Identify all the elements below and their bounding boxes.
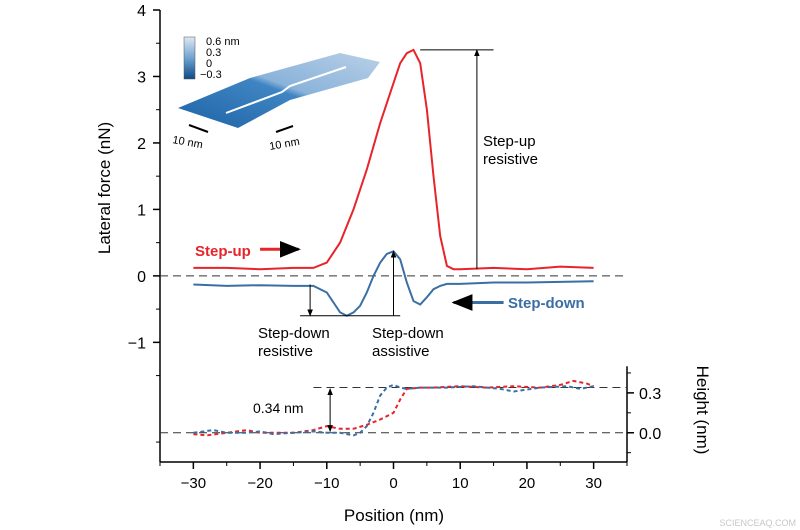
colorbar-tick: 0.6 nm [206,36,240,48]
y-tick-label: 3 [137,69,146,86]
x-axis-label: Position (nm) [344,506,444,525]
y-tick-label: −1 [128,335,146,352]
annotation-text: Step-up [483,133,536,150]
scale-bar [188,124,209,133]
y-tick-label: 0 [137,269,146,286]
annotation-text: Step-down [258,325,330,342]
y-tick-label: 1 [137,202,146,219]
series-line-step-up [193,48,594,271]
y-right-tick-label: 0.3 [639,386,661,403]
scale-label: 10 nm [268,136,300,153]
x-tick-label: 30 [585,475,602,492]
x-tick-label: −20 [247,475,272,492]
x-tick-label: −30 [181,475,206,492]
afm-inset: 0.6 nm 0.3 0 −0.3 10 nm 10 nm [171,36,380,153]
scale-label: 10 nm [171,134,203,151]
x-tick-label: 10 [452,475,469,492]
colorbar-tick: 0 [206,58,212,70]
annotation-text: Step-down [372,325,444,342]
step-up-label: Step-up [195,243,251,260]
y-axis-right-label: Height (nm) [693,366,712,455]
scan-line [225,66,347,114]
y-tick-label: 4 [137,3,146,20]
y-right-tick-label: 0.0 [639,426,661,443]
x-tick-label: −10 [314,475,339,492]
step-down-label: Step-down [508,295,585,312]
annotation-text: resistive [258,343,313,360]
colorbar [183,36,196,80]
colorbar-tick: 0.3 [206,47,221,59]
y-axis-label: Lateral force (nN) [95,122,114,254]
y-tick-label: 2 [137,136,146,153]
colorbar-tick: −0.3 [200,69,222,81]
height-step-label: 0.34 nm [253,400,304,416]
watermark: SCIENCEAQ.COM [719,518,796,528]
annotation-text: assistive [372,343,430,360]
series-line-step-down-height [193,383,594,437]
scale-bar [275,125,294,133]
annotation-text: resistive [483,151,538,168]
x-tick-label: 0 [389,475,397,492]
series-line-step-up-height [193,379,594,437]
series-line-step-down [193,250,594,317]
x-tick-label: 20 [519,475,536,492]
